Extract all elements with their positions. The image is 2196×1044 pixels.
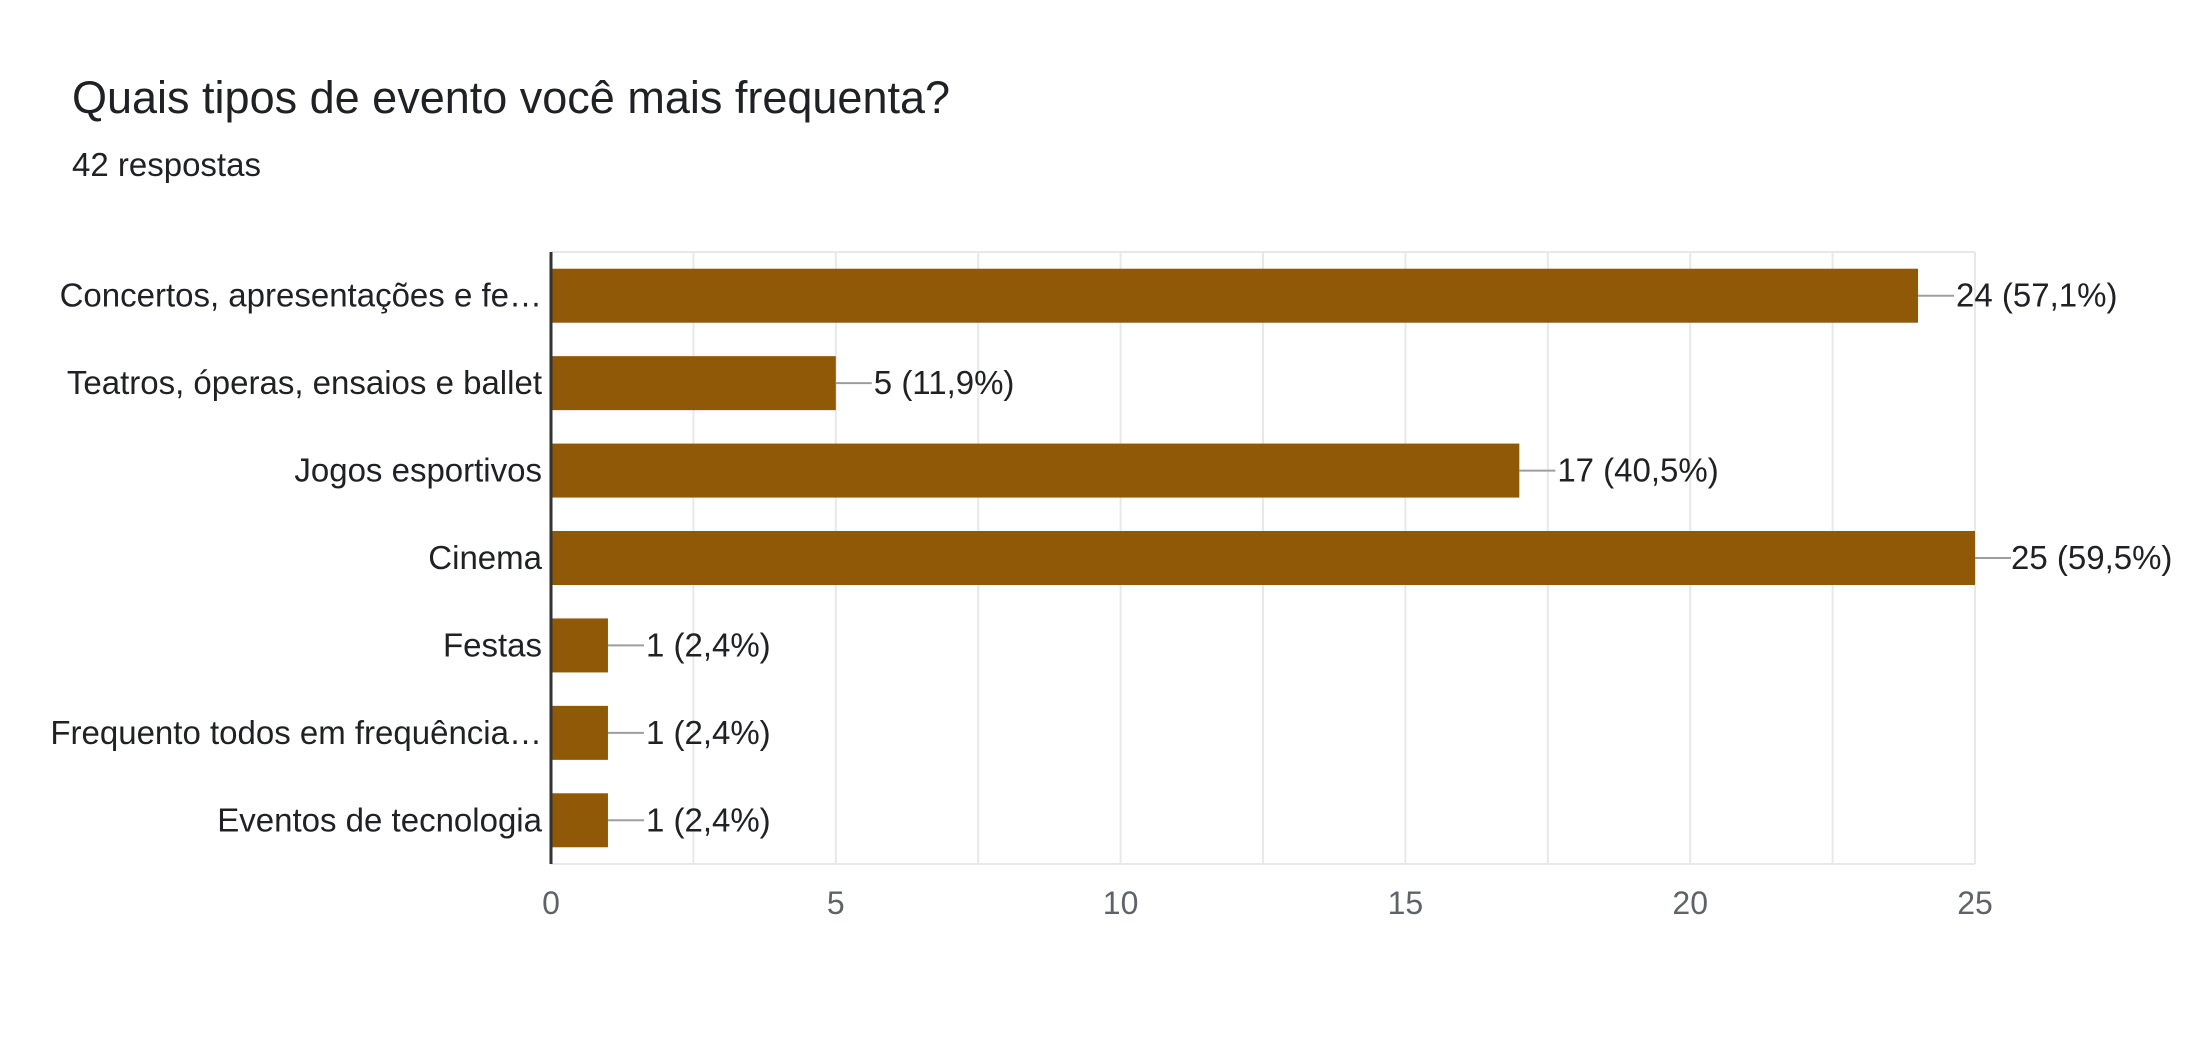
x-tick-label: 15 [1388,885,1424,921]
category-label-6: Frequento todos em frequência… [50,714,542,751]
category-label-5: Festas [443,626,542,663]
category-label-7: Eventos de tecnologia [217,801,542,838]
x-tick-label: 25 [1957,885,1993,921]
category-label-1: Concertos, apresentações e fe… [60,277,542,314]
value-label-2: 5 (11,9%) [874,364,1015,401]
bar-7 [551,793,608,848]
category-label-2: Teatros, óperas, ensaios e ballet [67,364,542,401]
value-label-1: 24 (57,1%) [1956,277,2117,314]
category-label-3: Jogos esportivos [294,452,542,489]
value-label-3: 17 (40,5%) [1557,452,1718,489]
bar-6 [551,705,608,760]
x-tick-label: 20 [1672,885,1708,921]
bar-5 [551,618,608,673]
bar-2 [551,356,836,411]
bar-1 [551,268,1919,323]
value-label-5: 1 (2,4%) [646,626,771,663]
value-label-6: 1 (2,4%) [646,714,771,751]
x-tick-label: 0 [542,885,560,921]
bar-3 [551,443,1520,498]
value-label-4: 25 (59,5%) [2011,539,2172,576]
chart-title: Quais tipos de evento você mais frequent… [72,72,951,123]
value-label-7: 1 (2,4%) [646,801,771,838]
category-label-4: Cinema [428,539,542,576]
x-tick-label: 10 [1103,885,1139,921]
x-tick-label: 5 [827,885,845,921]
response-count: 42 respostas [72,146,261,183]
bar-4 [551,531,1975,585]
